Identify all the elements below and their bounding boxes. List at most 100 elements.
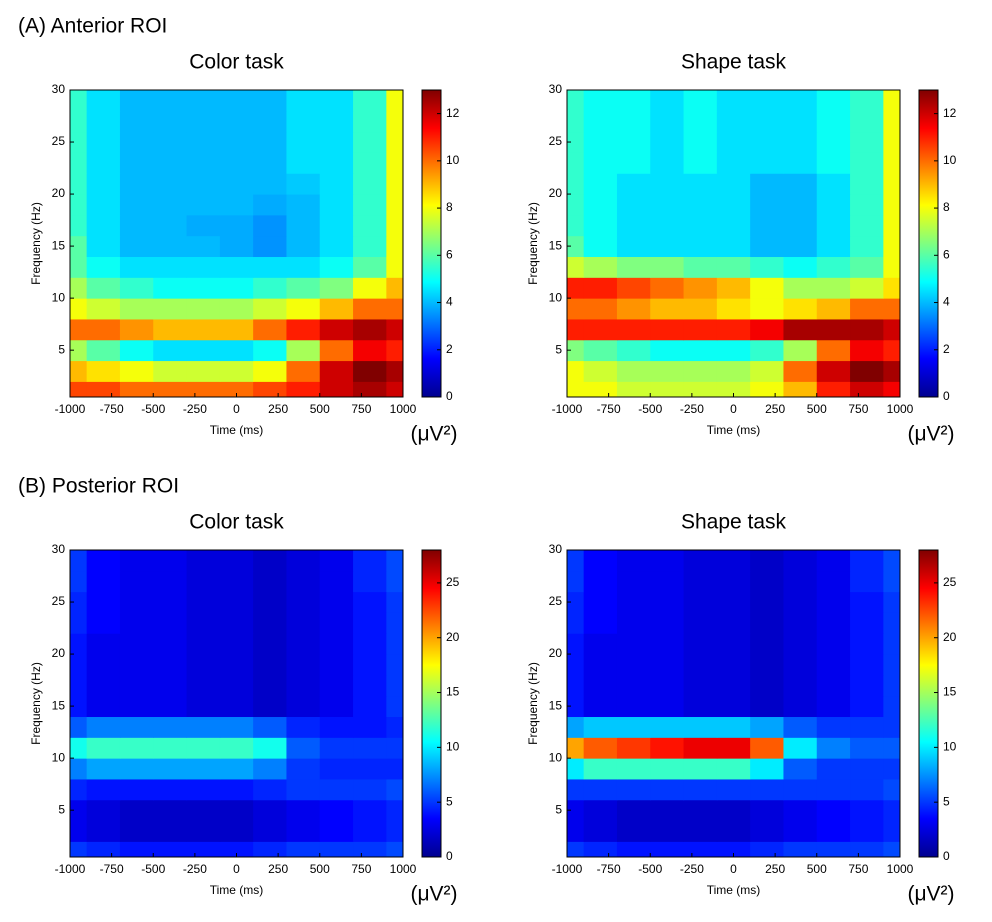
heatmap-cell xyxy=(683,570,718,593)
heatmap-cell xyxy=(583,152,618,174)
x-tick-label: 750 xyxy=(848,862,868,876)
y-tick-label: 30 xyxy=(549,82,563,96)
heatmap-cell xyxy=(119,110,154,133)
heatmap-cell xyxy=(567,131,585,153)
heatmap-cell xyxy=(816,194,851,216)
x-tick-label: 1000 xyxy=(390,862,417,876)
heatmap-cell xyxy=(70,360,88,382)
heatmap-cell xyxy=(119,131,154,153)
heatmap-cell xyxy=(783,841,818,857)
heatmap-cell xyxy=(253,820,287,842)
heatmap-cell xyxy=(716,550,751,572)
colorbar-tick-label: 10 xyxy=(446,153,460,167)
y-axis-label: Frequency (Hz) xyxy=(526,662,540,745)
heatmap-cell xyxy=(783,381,818,397)
heatmap-cell xyxy=(319,591,354,613)
heatmap-cell xyxy=(567,758,585,780)
heatmap-cell xyxy=(716,298,751,320)
colorbar xyxy=(918,89,939,398)
heatmap-cell xyxy=(286,674,321,697)
heatmap-cell xyxy=(567,194,585,216)
heatmap-cell xyxy=(70,695,88,718)
heatmap-cell xyxy=(650,339,685,362)
heatmap-cell xyxy=(319,737,354,759)
heatmap-cell xyxy=(319,152,354,174)
heatmap-cell xyxy=(186,152,221,174)
heatmap-cell xyxy=(850,820,884,842)
heatmap-cell xyxy=(186,716,221,738)
heatmap-cell xyxy=(650,173,685,195)
heatmap-cell xyxy=(286,381,321,397)
heatmap-cell xyxy=(386,360,403,382)
heatmap-cell xyxy=(386,695,403,718)
colorbar-label: (μV²) xyxy=(907,423,954,446)
heatmap-cell xyxy=(683,612,718,634)
heatmap-cell xyxy=(86,570,121,593)
heatmap-cell xyxy=(286,256,321,278)
heatmap-cell xyxy=(153,591,188,613)
y-tick-label: 5 xyxy=(555,342,562,356)
heatmap-cell xyxy=(319,131,354,153)
heatmap-cell xyxy=(883,152,900,174)
heatmap-cell xyxy=(319,256,354,278)
heatmap-cell xyxy=(253,591,287,613)
heatmap-cell xyxy=(816,716,851,738)
heatmap-cell xyxy=(219,841,254,857)
heatmap-cell xyxy=(750,131,784,153)
heatmap-cell xyxy=(583,820,618,842)
heatmap-cell xyxy=(353,758,387,780)
heatmap-cell xyxy=(119,654,154,676)
heatmap-cell xyxy=(219,758,254,780)
x-tick-label: 250 xyxy=(765,402,785,416)
heatmap-cell xyxy=(386,758,403,780)
heatmap-cell xyxy=(716,591,751,613)
heatmap-cell xyxy=(716,173,751,195)
heatmap-cell xyxy=(816,298,851,320)
heatmap-cell xyxy=(86,591,121,613)
heatmap-cell xyxy=(650,654,685,676)
heatmap-cell xyxy=(219,360,254,382)
heatmap-cell xyxy=(353,298,387,320)
heatmap-cell xyxy=(567,820,585,842)
x-tick-label: -1000 xyxy=(552,402,583,416)
heatmap-cell xyxy=(119,173,154,195)
heatmap-cell xyxy=(386,298,403,320)
heatmap-cell xyxy=(253,716,287,738)
heatmap-cell xyxy=(850,194,884,216)
x-tick-label: 500 xyxy=(807,402,827,416)
heatmap-cell xyxy=(253,214,287,237)
heatmap-cell xyxy=(253,131,287,153)
heatmap-cell xyxy=(153,654,188,676)
heatmap-cell xyxy=(750,799,784,822)
heatmap-cell xyxy=(583,214,618,237)
heatmap-cell xyxy=(750,381,784,397)
heatmap-cell xyxy=(386,339,403,362)
heatmap-cell xyxy=(286,633,321,655)
heatmap-cell xyxy=(850,633,884,655)
chart-title: Shape task xyxy=(681,511,787,534)
heatmap-cell xyxy=(816,674,851,697)
heatmap-cell xyxy=(683,339,718,362)
heatmap-cell xyxy=(567,612,585,634)
heatmap-cell xyxy=(153,235,188,258)
heatmap-cell xyxy=(716,277,751,299)
heatmap-cell xyxy=(850,550,884,572)
heatmap-cell xyxy=(119,550,154,572)
heatmap-cell xyxy=(319,298,354,320)
y-tick-label: 10 xyxy=(549,290,563,304)
heatmap-cell xyxy=(70,570,88,593)
heatmap-cell xyxy=(883,339,900,362)
heatmap-cell xyxy=(219,173,254,195)
heatmap-cell xyxy=(319,173,354,195)
heatmap-cell xyxy=(616,695,651,718)
heatmap-cell xyxy=(186,173,221,195)
heatmap-cell xyxy=(616,131,651,153)
heatmap-cell xyxy=(186,194,221,216)
heatmap-cell xyxy=(783,152,818,174)
y-tick-label: 25 xyxy=(52,134,66,148)
heatmap-cell xyxy=(567,654,585,676)
heatmap-cell xyxy=(750,591,784,613)
heatmap-cell xyxy=(683,235,718,258)
heatmap-cell xyxy=(683,214,718,237)
heatmap-cell xyxy=(153,318,188,341)
